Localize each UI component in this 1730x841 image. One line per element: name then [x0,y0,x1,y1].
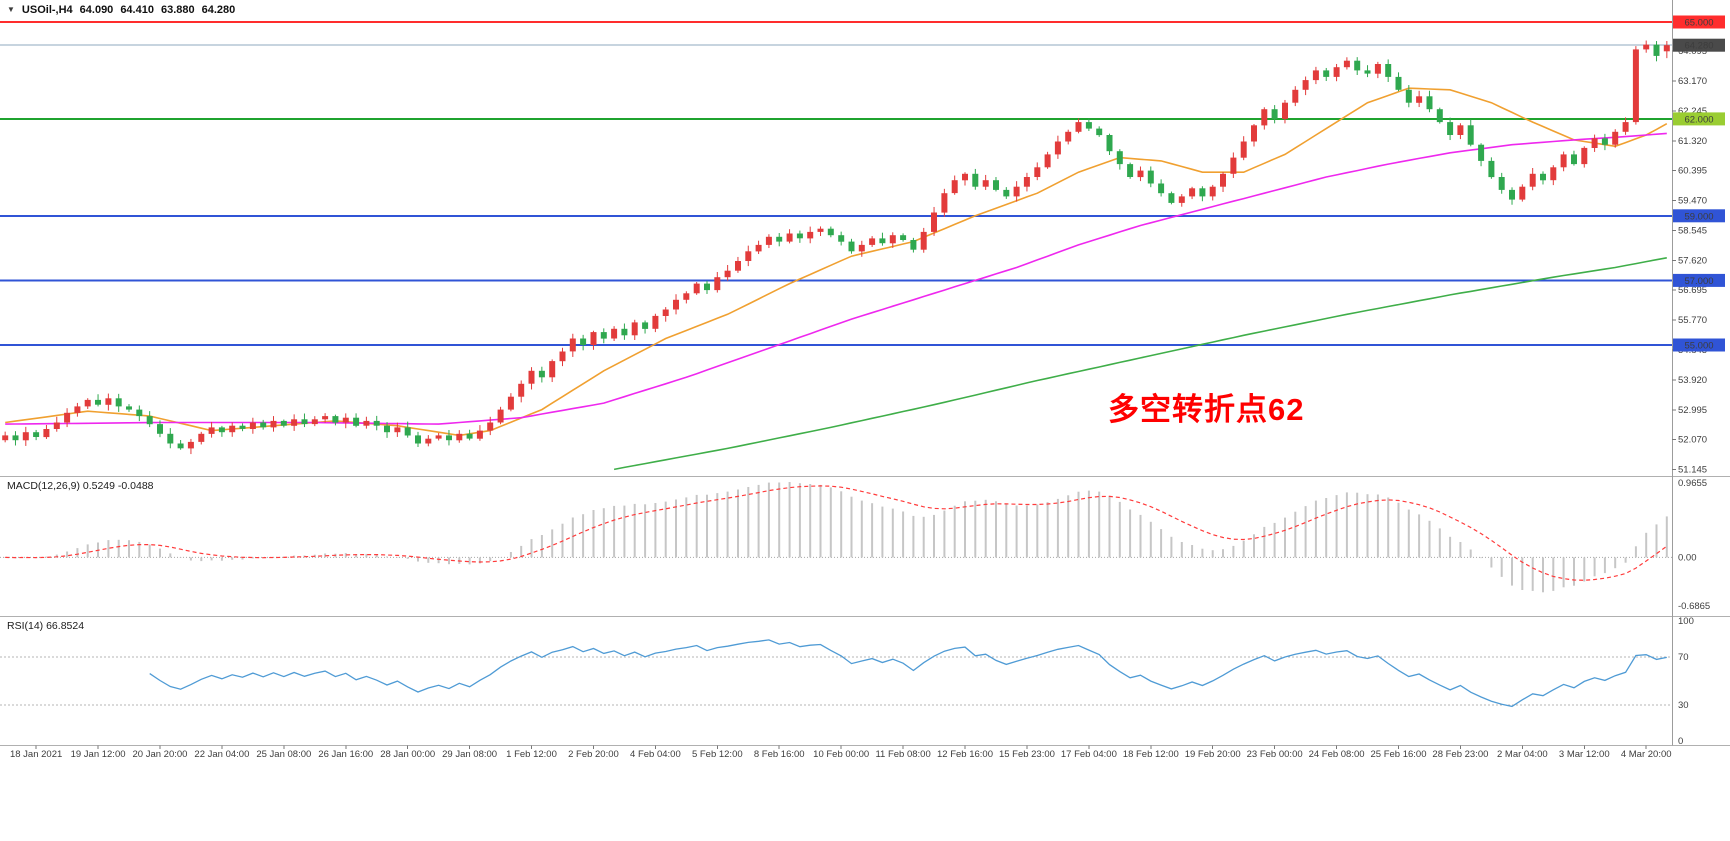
price-badge-57.000: 57.000 [1673,273,1725,287]
price-axis-label: 53.920 [1678,375,1707,386]
time-axis-label: 26 Jan 16:00 [318,749,373,760]
rsi-indicator-label: RSI(14) 66.8524 [7,620,85,632]
macd-axis-label: -0.6865 [1678,601,1710,612]
time-axis-label: 2 Mar 04:00 [1497,749,1548,760]
time-axis-label: 24 Feb 08:00 [1309,749,1365,760]
ma-fast-orange [5,87,1668,437]
time-axis: 18 Jan 2021 19 Jan 12:00 20 Jan 20:00 22 Ja… [10,745,1672,760]
rsi-line [149,639,1667,708]
time-axis-label: 18 Jan 2021 [10,749,62,760]
time-axis-label: 19 Jan 12:00 [71,749,126,760]
time-axis-label: 29 Jan 08:00 [442,749,497,760]
time-axis-label: 28 Jan 00:00 [380,749,435,760]
rsi-axis-label: 0 [1678,736,1683,747]
price-badge-65.000: 65.000 [1673,15,1725,29]
price-axis-label: 56.695 [1678,285,1707,296]
close-value: 64.280 [201,4,236,16]
time-axis-label: 5 Feb 12:00 [692,749,743,760]
macd-indicator-label: MACD(12,26,9) 0.5249 -0.0488 [7,480,154,492]
macd-axis-label: 0.00 [1678,552,1697,563]
time-axis-label: 20 Jan 20:00 [133,749,188,760]
time-axis-label: 2 Feb 20:00 [568,749,619,760]
horizontal-line-objects[interactable] [0,20,1672,346]
time-axis-label: 18 Feb 12:00 [1123,749,1179,760]
time-axis-label: 11 Feb 08:00 [875,749,930,760]
open-value: 64.090 [79,4,114,16]
price-axis-label: 55.770 [1678,315,1707,326]
price-axis-label: 61.320 [1678,136,1707,147]
chart-title: ▼ USOil-,H4 64.090 64.410 63.880 64.280 [7,4,235,16]
price-axis-label: 63.170 [1678,76,1707,87]
svg-text:59.000: 59.000 [1684,211,1713,222]
time-axis-label: 10 Feb 00:00 [813,749,869,760]
svg-text:65.000: 65.000 [1684,18,1713,29]
price-axis-label: 62.245 [1678,106,1707,117]
time-axis-label: 28 Feb 23:00 [1432,749,1488,760]
ma-slow-green [613,257,1667,471]
rsi-axis-label: 30 [1678,700,1689,711]
rsi-axis-label: 70 [1678,652,1689,663]
rsi-axis-label: 100 [1678,616,1694,627]
price-axis-label: 60.395 [1678,166,1707,177]
price-badge-64.280: 64.280 [1673,38,1725,52]
time-axis-label: 8 Feb 16:00 [754,749,805,760]
svg-text:55.000: 55.000 [1684,341,1713,352]
price-badge-59.000: 59.000 [1673,209,1725,223]
time-axis-label: 22 Jan 04:00 [194,749,249,760]
macd-axis-label: 0.9655 [1678,478,1707,489]
time-axis-label: 1 Feb 12:00 [506,749,557,760]
price-axis-label: 51.145 [1678,465,1707,476]
svg-text:62.000: 62.000 [1684,114,1713,125]
symbol-timeframe-label: USOil-,H4 [21,4,73,16]
time-axis-label: 12 Feb 16:00 [937,749,993,760]
time-axis-label: 19 Feb 20:00 [1185,749,1241,760]
time-axis-label: 23 Feb 00:00 [1247,749,1303,760]
price-axis-label: 59.470 [1678,196,1707,207]
time-axis-label: 4 Feb 04:00 [630,749,681,760]
chart-dropdown-icon[interactable]: ▼ [7,5,15,14]
macd-histogram [4,482,1668,593]
candlestick-layer [2,40,1670,455]
time-axis-label: 17 Feb 04:00 [1061,749,1117,760]
time-axis-label: 25 Jan 08:00 [256,749,311,760]
svg-text:57.000: 57.000 [1684,276,1713,287]
price-badge-55.000: 55.000 [1673,338,1725,352]
time-axis-label: 4 Mar 20:00 [1621,749,1672,760]
price-axis-label: 52.995 [1678,405,1707,416]
low-value: 63.880 [160,4,195,16]
macd-signal-line [5,485,1668,581]
time-axis-label: 25 Feb 16:00 [1370,749,1426,760]
moving-averages [5,87,1668,471]
time-axis-label: 3 Mar 12:00 [1559,749,1610,760]
ma-mid-magenta [5,132,1667,425]
price-axis-label: 52.070 [1678,435,1707,446]
high-value: 64.410 [120,4,154,16]
price-axis-label: 57.620 [1678,255,1707,266]
price-axis-label: 58.545 [1678,225,1707,236]
chart-annotation-text[interactable]: 多空转折点62 [1108,392,1305,427]
time-axis-label: 15 Feb 23:00 [999,749,1055,760]
svg-text:64.280: 64.280 [1684,41,1713,52]
price-axis: 64.09563.17062.24561.32060.39559.47058.5… [1672,46,1707,476]
price-badge-62.000: 62.000 [1673,112,1725,126]
